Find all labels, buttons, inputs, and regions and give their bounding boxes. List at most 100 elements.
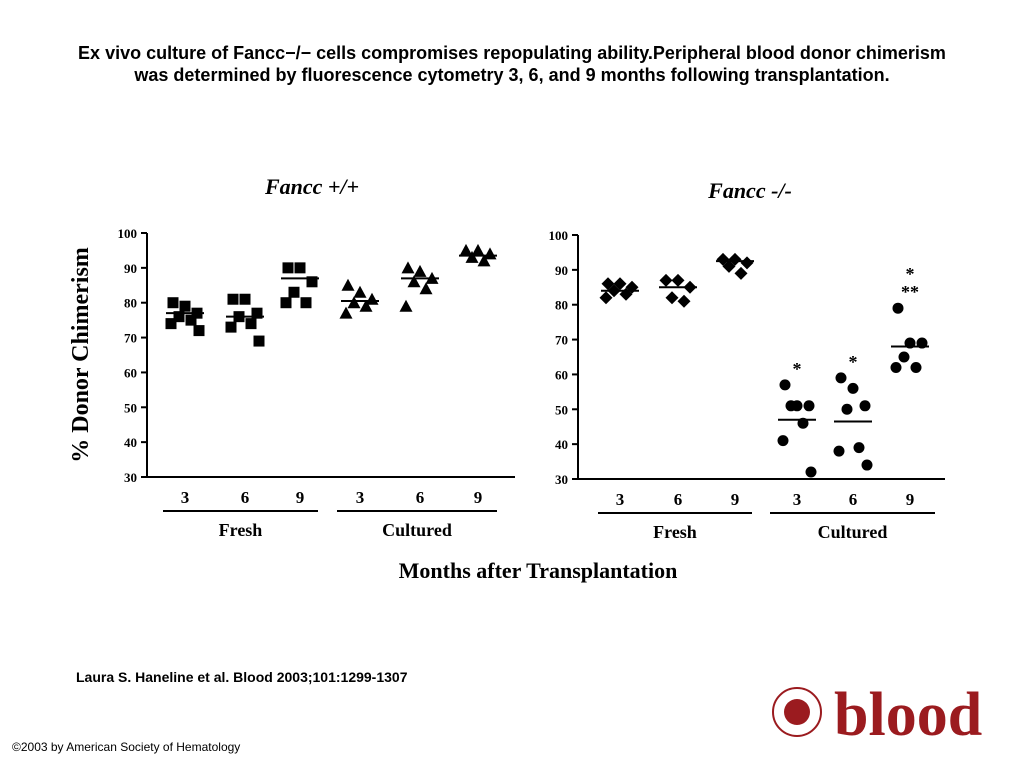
point <box>225 321 237 333</box>
point <box>471 243 485 256</box>
point <box>671 273 685 287</box>
point <box>459 243 473 256</box>
slide-title: Ex vivo culture of Fancc−/− cells compro… <box>78 43 946 85</box>
point <box>413 264 427 277</box>
point <box>659 273 673 287</box>
x-axis-label: Months after Transplantation <box>399 558 678 583</box>
y-tick-label: 40 <box>555 437 568 452</box>
x-tick-label: 6 <box>849 490 858 509</box>
y-tick-label: 30 <box>555 472 568 487</box>
point <box>359 299 373 312</box>
y-tick-label: 70 <box>124 331 137 346</box>
point <box>835 372 847 384</box>
point <box>890 361 902 373</box>
panel-title: Fancc +/+ <box>264 174 359 199</box>
point <box>282 262 294 274</box>
significance-mark: * <box>906 264 915 284</box>
y-tick-label: 30 <box>124 470 137 485</box>
x-tick-label: 9 <box>906 490 915 509</box>
y-tick-label: 80 <box>124 296 137 311</box>
point <box>853 442 865 454</box>
point <box>777 435 789 447</box>
point <box>251 307 263 319</box>
x-tick-label: 3 <box>793 490 802 509</box>
point <box>306 276 318 288</box>
significance-mark: ** <box>901 282 919 302</box>
point <box>892 302 904 314</box>
point <box>910 361 922 373</box>
point <box>805 466 817 478</box>
x-tick-label: 6 <box>416 488 425 507</box>
point <box>193 325 205 337</box>
citation: Laura S. Haneline et al. Blood 2003;101:… <box>76 669 408 685</box>
x-tick-label: 6 <box>674 490 683 509</box>
point <box>419 282 433 295</box>
logo: blood <box>772 681 982 749</box>
y-tick-label: 80 <box>555 298 568 313</box>
point <box>173 311 185 323</box>
group-label: Fresh <box>219 520 263 540</box>
point <box>185 314 197 326</box>
copyright: ©2003 by American Society of Hematology <box>12 740 241 754</box>
point <box>734 266 748 280</box>
point <box>477 254 491 267</box>
y-tick-label: 50 <box>555 402 568 417</box>
point <box>847 382 859 394</box>
point <box>401 261 415 274</box>
x-tick-label: 9 <box>296 488 305 507</box>
y-tick-label: 90 <box>555 263 568 278</box>
significance-mark: * <box>849 352 858 372</box>
point <box>665 291 679 305</box>
x-tick-label: 9 <box>474 488 483 507</box>
point <box>465 250 479 263</box>
logo-cell <box>784 699 810 725</box>
point <box>167 297 179 309</box>
y-tick-label: 70 <box>555 333 568 348</box>
point <box>165 318 177 330</box>
point <box>300 297 312 309</box>
group-label: Cultured <box>382 520 452 540</box>
point <box>803 400 815 412</box>
point <box>347 296 361 309</box>
x-tick-label: 3 <box>181 488 190 507</box>
point <box>677 294 691 308</box>
point <box>861 459 873 471</box>
point <box>341 278 355 291</box>
point <box>239 293 251 305</box>
point <box>280 297 292 309</box>
point <box>898 351 910 363</box>
y-tick-label: 100 <box>118 226 138 241</box>
significance-mark: * <box>793 359 802 379</box>
y-tick-label: 40 <box>124 435 137 450</box>
point <box>833 445 845 457</box>
y-tick-label: 60 <box>555 367 568 382</box>
point <box>779 379 791 391</box>
group-label: Cultured <box>818 522 888 542</box>
y-tick-label: 50 <box>124 400 137 415</box>
point <box>288 286 300 298</box>
point <box>294 262 306 274</box>
y-axis-label: % Donor Chimerism <box>68 247 94 463</box>
point <box>253 335 265 347</box>
point <box>399 299 413 312</box>
point <box>841 403 853 415</box>
logo-text: blood <box>834 681 982 749</box>
y-tick-label: 100 <box>549 228 569 243</box>
point <box>785 400 797 412</box>
point <box>227 293 239 305</box>
point <box>179 300 191 312</box>
y-tick-label: 60 <box>124 365 137 380</box>
point <box>245 318 257 330</box>
point <box>339 306 353 319</box>
x-tick-label: 3 <box>616 490 625 509</box>
point <box>722 259 736 273</box>
x-tick-label: 9 <box>731 490 740 509</box>
x-tick-label: 6 <box>241 488 250 507</box>
point <box>859 400 871 412</box>
y-tick-label: 90 <box>124 261 137 276</box>
point <box>599 291 613 305</box>
point <box>353 285 367 298</box>
logo-ring <box>772 687 822 737</box>
